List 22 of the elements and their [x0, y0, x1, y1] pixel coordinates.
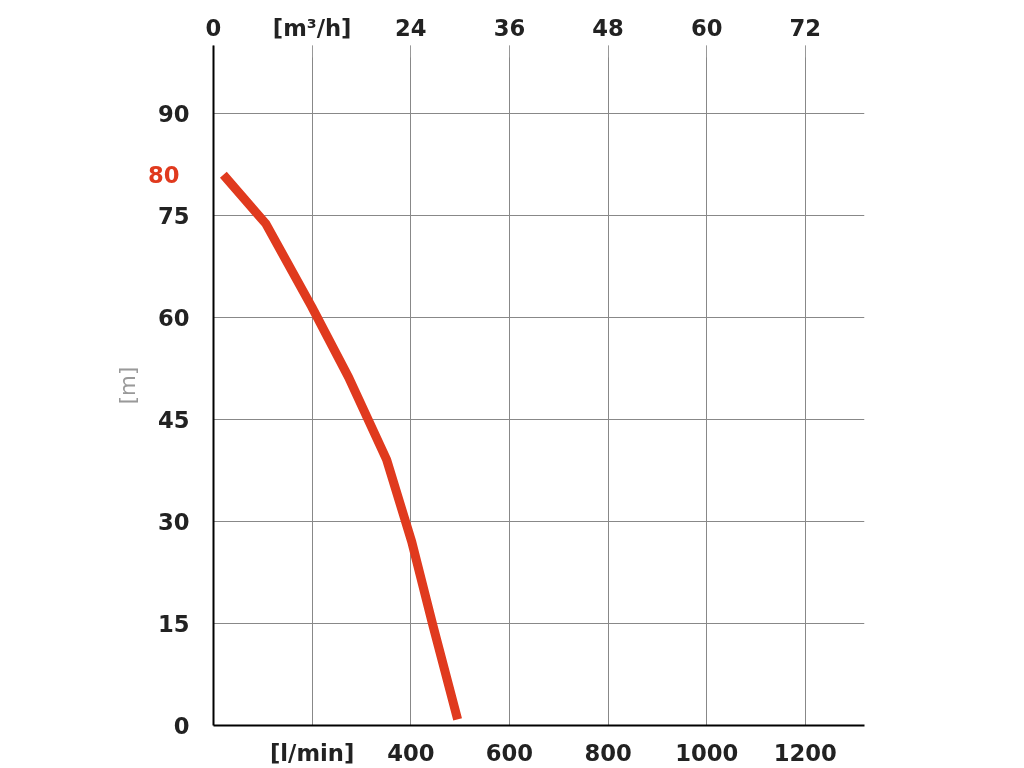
y-tick-label: 60 — [157, 305, 190, 331]
y-tick-label: 0 — [173, 713, 190, 739]
y-tick-label: 90 — [157, 101, 190, 127]
x-tick-label: 400 — [387, 739, 435, 766]
y-tick-label: 45 — [157, 407, 190, 433]
y-tick-label: 30 — [157, 509, 190, 535]
x2-tick-label: 24 — [395, 14, 427, 41]
x-tick-label: [l/min] — [270, 739, 355, 766]
y-axis-title: [m] — [114, 366, 140, 405]
x-tick-label: 1000 — [675, 739, 739, 766]
x-tick-label: 1200 — [773, 739, 837, 766]
y-tick-label: 15 — [157, 611, 190, 637]
x2-tick-label: 48 — [592, 14, 624, 41]
x2-tick-label: 36 — [493, 14, 526, 41]
x-tick-label: 600 — [485, 739, 534, 766]
x2-tick-label: [m³/h] — [272, 14, 352, 41]
x2-tick-label: 72 — [789, 14, 822, 41]
y-tick-label: 75 — [157, 203, 190, 229]
x2-tick-label: 60 — [690, 14, 723, 41]
x2-tick-label: 0 — [205, 14, 222, 41]
text: 80 — [147, 162, 180, 189]
x-tick-label: 800 — [584, 739, 632, 766]
